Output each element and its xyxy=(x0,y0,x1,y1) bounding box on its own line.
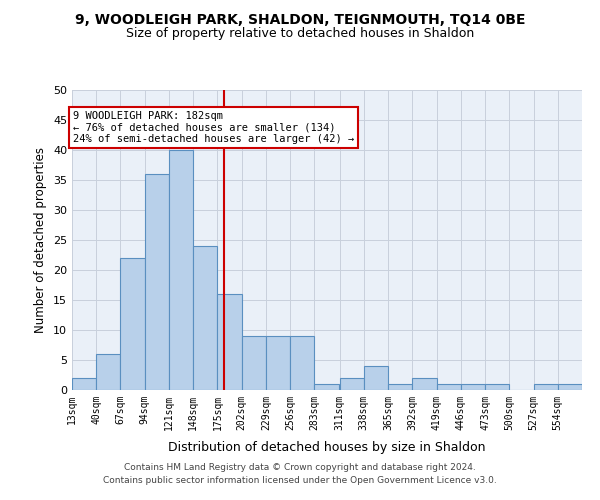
Bar xyxy=(145,174,169,390)
Bar xyxy=(72,378,96,390)
Bar xyxy=(290,336,314,390)
Bar xyxy=(242,336,266,390)
Bar xyxy=(485,384,509,390)
Text: 9 WOODLEIGH PARK: 182sqm
← 76% of detached houses are smaller (134)
24% of semi-: 9 WOODLEIGH PARK: 182sqm ← 76% of detach… xyxy=(73,111,354,144)
Bar xyxy=(217,294,242,390)
Bar xyxy=(533,384,558,390)
Bar xyxy=(340,378,364,390)
Bar xyxy=(266,336,290,390)
Bar xyxy=(96,354,121,390)
Bar xyxy=(412,378,437,390)
Bar xyxy=(437,384,461,390)
Bar xyxy=(169,150,193,390)
Bar xyxy=(388,384,412,390)
X-axis label: Distribution of detached houses by size in Shaldon: Distribution of detached houses by size … xyxy=(168,441,486,454)
Text: Contains HM Land Registry data © Crown copyright and database right 2024.: Contains HM Land Registry data © Crown c… xyxy=(124,464,476,472)
Text: 9, WOODLEIGH PARK, SHALDON, TEIGNMOUTH, TQ14 0BE: 9, WOODLEIGH PARK, SHALDON, TEIGNMOUTH, … xyxy=(75,12,525,26)
Y-axis label: Number of detached properties: Number of detached properties xyxy=(34,147,47,333)
Bar xyxy=(193,246,217,390)
Bar xyxy=(558,384,582,390)
Bar xyxy=(461,384,485,390)
Text: Size of property relative to detached houses in Shaldon: Size of property relative to detached ho… xyxy=(126,28,474,40)
Bar xyxy=(364,366,388,390)
Bar xyxy=(314,384,338,390)
Text: Contains public sector information licensed under the Open Government Licence v3: Contains public sector information licen… xyxy=(103,476,497,485)
Bar xyxy=(121,258,145,390)
